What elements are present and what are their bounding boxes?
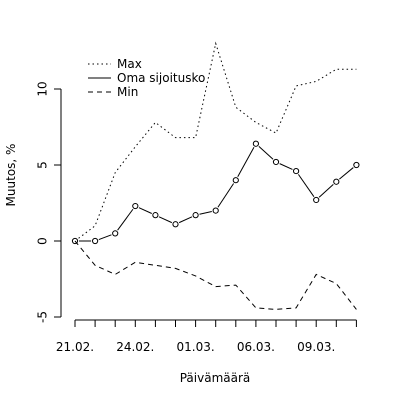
series-segment: [297, 174, 315, 197]
x-tick-label: 01.03.: [177, 340, 215, 354]
data-point: [152, 212, 159, 219]
x-tick-label: 06.03.: [237, 340, 275, 354]
y-axis: -5 0 5 10: [36, 81, 62, 323]
series-segment: [158, 216, 173, 224]
x-tick-label: 21.02.: [56, 340, 94, 354]
series-segment: [318, 184, 334, 198]
data-point: [212, 207, 219, 214]
series-segment: [117, 208, 134, 231]
data-point: [333, 178, 340, 185]
series-1: [71, 140, 360, 245]
series-segment: [98, 234, 112, 241]
y-tick-label: 0: [36, 237, 50, 245]
legend-label: Max: [117, 57, 142, 71]
data-point: [232, 177, 239, 184]
series-segment: [199, 210, 212, 215]
series-segment: [237, 146, 255, 177]
data-point: [293, 167, 300, 175]
x-tick-label: 09.03.: [297, 340, 335, 354]
series-segment: [339, 167, 354, 180]
y-axis-label: Muutos, %: [4, 144, 18, 207]
legend-label: Min: [117, 85, 138, 99]
data-point: [252, 140, 259, 147]
y-tick-label: 10: [36, 81, 50, 96]
series-line: [74, 41, 357, 242]
data-point: [172, 221, 179, 228]
x-axis-label: Päivämäärä: [180, 371, 251, 385]
data-point: [92, 237, 99, 245]
data-point: [313, 196, 320, 204]
x-tick-label: 24.02.: [116, 340, 154, 354]
series-0: [74, 41, 357, 242]
series-line: [74, 240, 357, 310]
data-point: [132, 202, 139, 210]
series-segment: [178, 216, 193, 224]
series-segment: [217, 183, 235, 208]
y-tick-label: -5: [36, 311, 50, 323]
series-segment: [138, 207, 152, 214]
data-point: [112, 230, 119, 237]
x-axis: 21.02. 24.02. 01.03. 06.03. 09.03.: [56, 319, 357, 354]
series-segment: [258, 146, 274, 160]
series-layer: [71, 41, 360, 310]
series-2: [74, 240, 357, 310]
data-point: [192, 212, 199, 219]
data-point: [353, 161, 360, 169]
series-segment: [279, 163, 293, 170]
y-tick-label: 5: [36, 161, 50, 169]
legend-label: Oma sijoitusko: [117, 71, 205, 85]
data-point: [272, 158, 280, 166]
